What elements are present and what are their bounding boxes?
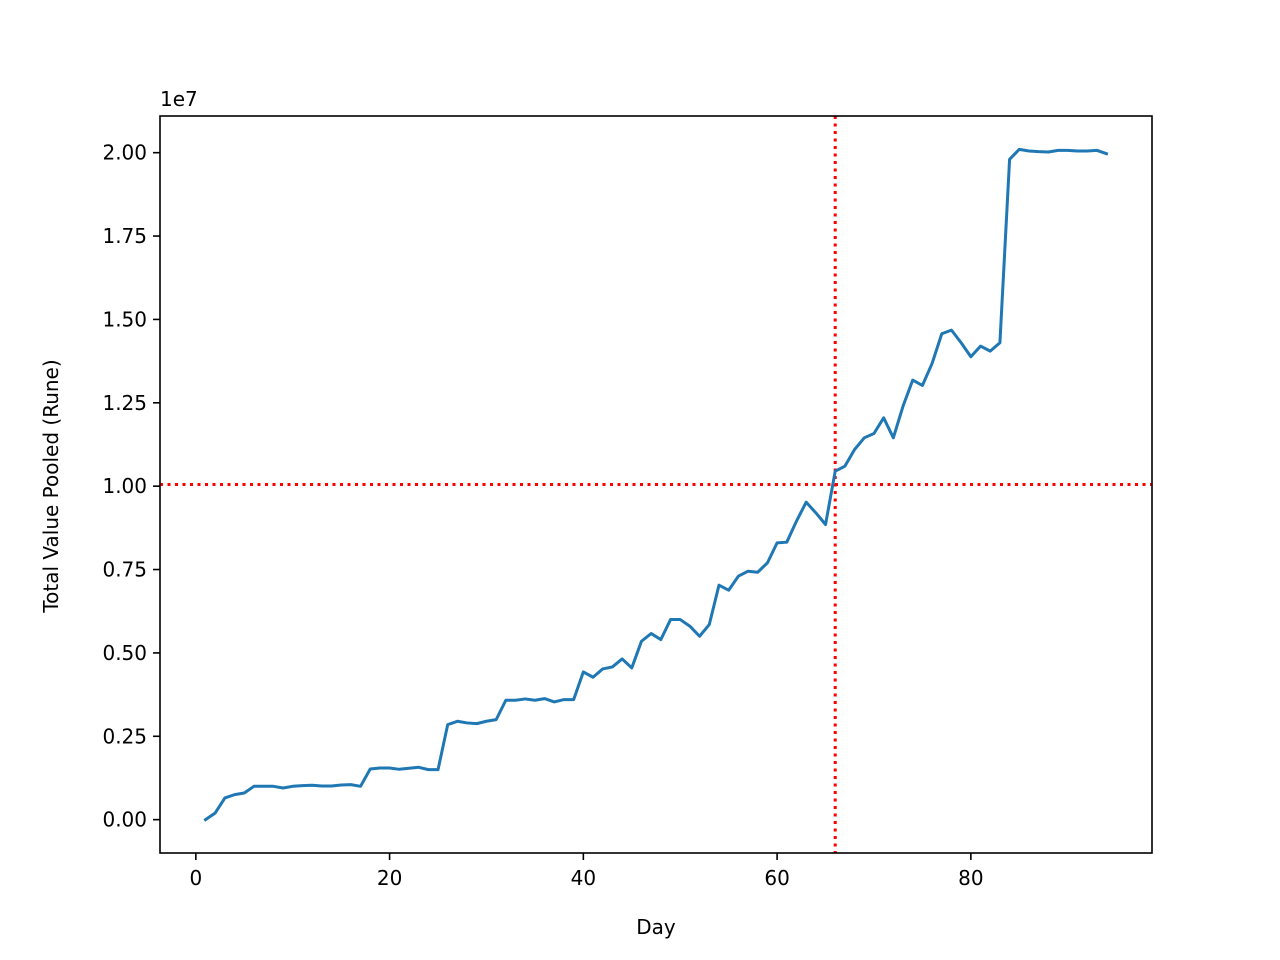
x-tick-label: 60 — [764, 866, 789, 890]
y-tick-label: 0.50 — [102, 641, 147, 665]
plot-frame — [159, 115, 1153, 854]
y-tick-label: 1.25 — [102, 391, 147, 415]
x-axis: 0 20 40 60 80 — [189, 853, 984, 890]
series-line-0 — [203, 147, 1109, 822]
y-tick-label: 0.00 — [102, 808, 147, 832]
x-tick-label: 20 — [377, 866, 402, 890]
series-layer — [203, 147, 1109, 822]
x-axis-label: Day — [636, 915, 676, 939]
y-axis-label: Total Value Pooled (Rune) — [39, 359, 63, 613]
y-axis: 0.00 0.25 0.50 0.75 1.00 1.25 1.50 1.75 2.00 — [102, 141, 160, 832]
reference-lines — [160, 116, 1152, 853]
y-tick-label: 1.50 — [102, 307, 147, 331]
y-offset-label: 1e7 — [160, 87, 198, 111]
y-tick-label: 1.00 — [102, 474, 147, 498]
x-tick-label: 40 — [571, 866, 596, 890]
x-tick-label: 80 — [958, 866, 983, 890]
y-tick-label: 0.75 — [102, 558, 147, 582]
y-tick-label: 2.00 — [102, 141, 147, 165]
x-tick-label: 0 — [189, 866, 202, 890]
y-tick-label: 1.75 — [102, 224, 147, 248]
y-tick-label: 0.25 — [102, 724, 147, 748]
